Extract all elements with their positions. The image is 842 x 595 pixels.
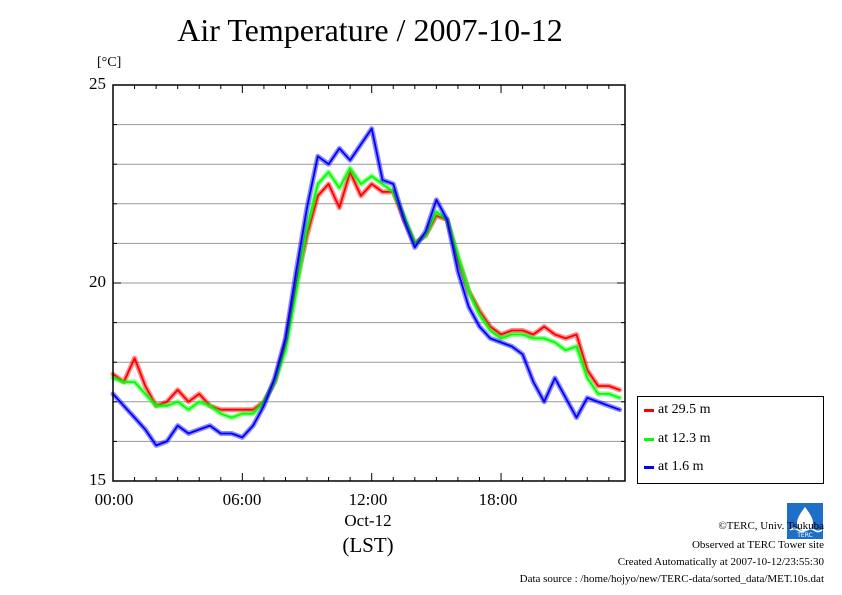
credit-source: Data source : /home/hojyo/new/TERC-data/… — [519, 573, 824, 585]
legend-swatch-red — [644, 408, 654, 412]
x-tick-label: 18:00 — [478, 490, 518, 509]
legend: at 29.5 m at 12.3 m at 1.6 m — [637, 396, 824, 484]
chart-title: Air Temperature / 2007-10-12 — [177, 12, 563, 48]
y-tick-label: 15 — [89, 470, 106, 489]
series-line-2 — [112, 167, 621, 419]
legend-label: at 1.6 m — [658, 459, 704, 474]
y-tick-label: 20 — [89, 272, 106, 291]
series-band-2 — [110, 165, 623, 421]
credit-copyright: ©TERC, Univ. Tsukuba — [718, 520, 824, 532]
legend-swatch-blue — [644, 465, 654, 469]
credit-site: Observed at TERC Tower site — [691, 539, 824, 551]
series-line-1 — [112, 171, 621, 411]
legend-label: at 12.3 m — [658, 431, 711, 446]
legend-item: at 29.5 m — [644, 401, 711, 419]
y-axis-unit: [°C] — [97, 55, 122, 70]
x-axis-label: (LST) — [342, 533, 394, 557]
legend-item: at 1.6 m — [644, 458, 704, 476]
legend-swatch-green — [644, 437, 654, 441]
series-line-3 — [112, 127, 621, 447]
y-tick-label: 25 — [89, 74, 106, 93]
x-tick-label: 00:00 — [94, 490, 134, 509]
series-band-1 — [110, 169, 623, 413]
terc-logo-icon: TERC — [787, 503, 823, 539]
credit-created: Created Automatically at 2007-10-12/23:5… — [617, 556, 824, 568]
legend-label: at 29.5 m — [658, 402, 711, 417]
plot-frame — [112, 84, 626, 482]
series-band-3 — [110, 126, 623, 448]
x-tick-label: 06:00 — [222, 490, 262, 509]
x-date-label: Oct-12 — [344, 511, 392, 530]
legend-item: at 12.3 m — [644, 430, 711, 448]
svg-text:TERC: TERC — [796, 532, 813, 539]
x-tick-label: 12:00 — [348, 490, 388, 509]
